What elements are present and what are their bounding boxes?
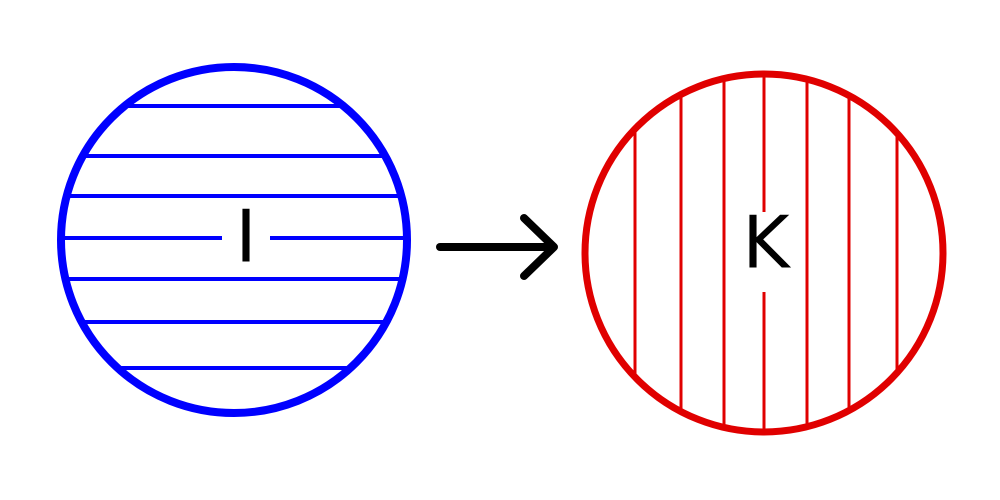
- source-set-label: I: [235, 195, 256, 279]
- target-set: K: [581, 70, 947, 436]
- target-set-label: K: [742, 201, 791, 285]
- right-arrow-icon: [436, 214, 558, 280]
- target-set-circle: [581, 70, 947, 436]
- arrow-head: [520, 214, 558, 280]
- source-set: I: [57, 63, 411, 417]
- source-set-circle: [57, 63, 411, 417]
- target-set-hatching: [633, 74, 899, 432]
